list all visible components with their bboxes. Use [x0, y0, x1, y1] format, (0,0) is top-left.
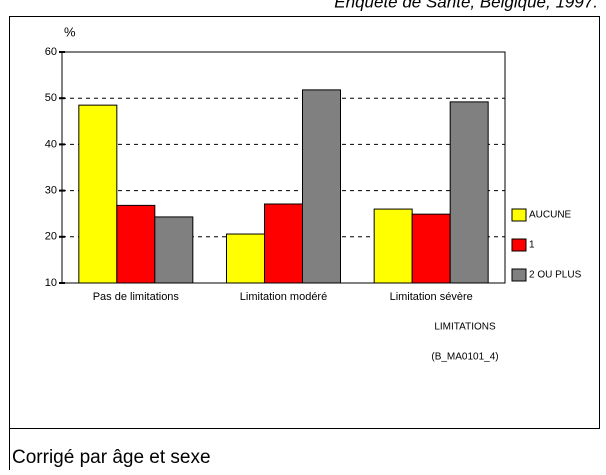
bar [373, 208, 413, 284]
legend-label: AUCUNE [529, 210, 572, 221]
bar [78, 104, 118, 284]
y-tick-label: 30 [45, 185, 57, 197]
y-tick-label: 60 [45, 46, 57, 58]
legend-swatch [511, 268, 527, 282]
frame [9, 16, 600, 429]
source: (B_MA0101_4) [431, 352, 498, 363]
bar [449, 101, 489, 284]
legend-swatch [511, 208, 527, 222]
y-label: % [64, 24, 76, 39]
header: Enquête de Santé, Belgique, 1997. [334, 0, 598, 11]
bar [226, 233, 265, 284]
x-tick-label: Pas de limitations [93, 291, 180, 303]
bar [302, 89, 341, 284]
bar [154, 216, 194, 284]
x-tick-label: Limitation sévère [390, 291, 473, 303]
footer: Corrigé par âge et sexe [12, 447, 211, 468]
plot-frame [61, 51, 506, 284]
bar [264, 203, 303, 284]
y-tick-label: 20 [45, 231, 57, 243]
legend-label: 2 OU PLUS [529, 270, 582, 281]
y-tick-label: 50 [45, 92, 57, 104]
y-tick-label: 40 [45, 138, 57, 150]
x-tick-label: Limitation modéré [240, 291, 327, 303]
x-label: LIMITATIONS [434, 322, 496, 333]
y-tick-label: 10 [45, 277, 57, 289]
bar [411, 213, 451, 284]
legend-label: 1 [529, 240, 535, 251]
bar [116, 204, 156, 284]
legend-swatch [511, 238, 527, 252]
